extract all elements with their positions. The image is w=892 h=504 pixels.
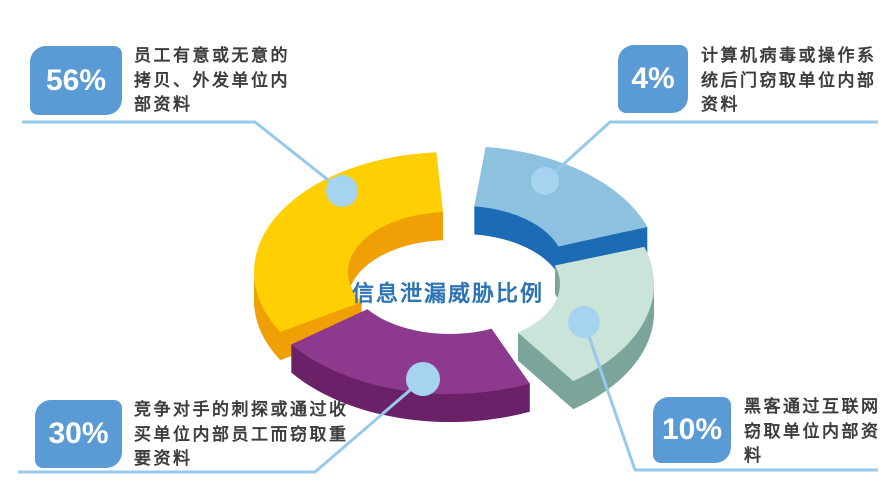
segment-outer-wall <box>291 344 530 422</box>
marker-dot-hacker-internet-leak <box>568 306 600 338</box>
segment-end-cap <box>518 332 574 410</box>
segment-top-face <box>291 309 530 394</box>
leader-line-virus-backdoor-leak <box>543 120 878 183</box>
segment-inner-wall <box>347 212 443 300</box>
segment-virus-backdoor-leak <box>474 146 648 275</box>
segment-inner-wall <box>474 206 559 275</box>
leader-line-hacker-internet-leak <box>582 321 878 472</box>
pct-badge-10: 10% <box>653 397 731 463</box>
leader-line-competitor-bribe-leak <box>18 377 424 474</box>
callout-label-56: 员工有意或无意的 拷贝、外发单位内 部资料 <box>134 46 290 114</box>
marker-dot-employee-copy-leak <box>326 175 358 207</box>
segment-outer-wall <box>573 284 654 410</box>
segment-employee-copy-leak <box>254 152 443 360</box>
segment-top-face <box>474 146 648 247</box>
callout-label-30: 竞争对手的刺探或通过收 买单位内部员工而窃取重 要资料 <box>134 400 349 468</box>
pct-badge-30: 30% <box>35 400 122 468</box>
pct-badge-56: 56% <box>30 46 122 115</box>
callout-label-4: 计算机病毒或操作系 统后门窃取单位内部 资料 <box>701 46 877 114</box>
marker-dot-virus-backdoor-leak <box>531 167 559 195</box>
leader-line-employee-copy-leak <box>22 120 343 193</box>
segment-hacker-internet-leak <box>518 246 655 410</box>
segment-top-face <box>254 152 443 332</box>
callout-label-10: 黑客通过互联网 窃取单位内部资 料 <box>744 397 881 465</box>
chart-title: 信息泄漏威胁比例 <box>351 281 544 306</box>
pct-badge-4: 4% <box>618 45 688 113</box>
marker-dot-competitor-bribe-leak <box>406 362 440 396</box>
segment-competitor-bribe-leak <box>291 309 530 422</box>
segment-outer-wall <box>254 272 281 360</box>
